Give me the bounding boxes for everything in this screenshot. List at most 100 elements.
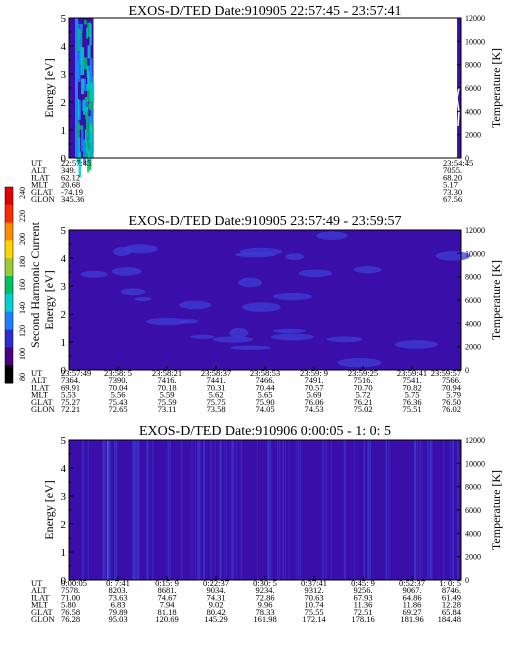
noise-stripe	[151, 440, 154, 580]
cell-mlt: 5.56	[111, 390, 126, 400]
noise-blob	[272, 328, 306, 334]
chart-panel-2: EXOS-D/TED Date:910905 23:57:49 - 23:59:…	[31, 214, 503, 414]
cell-glon: 95.03	[108, 614, 127, 624]
y-tick-label: 0	[61, 153, 67, 165]
y2-tick-label: 10000	[465, 37, 485, 46]
cell-glon: 345.36	[61, 194, 84, 204]
y2-tick-label: 8000	[465, 273, 481, 282]
spectrum-streak	[86, 83, 91, 91]
cell-ilat: 70.63	[304, 592, 323, 602]
noise-stripe	[430, 440, 431, 580]
cell-mlt: 12.28	[442, 600, 461, 610]
cell-glat: 76.50	[442, 397, 461, 407]
noise-stripe	[386, 440, 387, 580]
cell-ut: 23:54:45	[443, 158, 473, 168]
cell-mlt: 5.79	[446, 390, 461, 400]
cell-glat: 76.21	[353, 397, 372, 407]
noise-stripe	[82, 440, 84, 580]
noise-blob	[229, 328, 249, 338]
cell-ut: 23:58: 5	[104, 368, 132, 378]
cell-ilat: 70.04	[108, 382, 128, 392]
cell-glat: -74.19	[61, 187, 83, 197]
colorbar-segment	[5, 204, 13, 224]
colorbar-tick-label: 180	[18, 256, 27, 268]
noise-stripe	[240, 440, 243, 580]
colorbar-segment	[5, 276, 13, 295]
y-tick-label: 4	[61, 463, 67, 475]
cell-ilat: 62.12	[61, 172, 80, 182]
y2-tick-label: 12000	[465, 436, 485, 445]
cell-alt: 7578.	[61, 585, 80, 595]
noise-blob	[435, 251, 471, 261]
colorbar-segment	[5, 240, 13, 259]
y2-tick-label: 12000	[465, 226, 485, 235]
spectrum-streak	[79, 33, 82, 61]
cell-mlt: 11.36	[354, 600, 373, 610]
row-label-alt: ALT	[31, 585, 48, 595]
y2-axis-label: Temperature [K]	[489, 470, 503, 550]
spectrum-streak	[80, 47, 85, 75]
plot-background	[69, 440, 461, 580]
row-label-mlt: MLT	[31, 180, 49, 190]
cell-glon: 72.21	[61, 404, 80, 414]
cell-alt: 7364.	[61, 375, 80, 385]
noise-blob	[316, 231, 348, 240]
colorbar-tick-label: 160	[18, 279, 27, 291]
y2-tick-label: 4000	[465, 107, 481, 116]
colorbar-segment	[5, 293, 13, 313]
spectrum-streak	[83, 57, 88, 70]
noise-stripe	[419, 440, 422, 580]
spectrum-streak	[78, 125, 83, 130]
noise-blob	[394, 340, 438, 349]
cell-glat: 65.84	[442, 607, 462, 617]
cell-glon: 73.58	[206, 404, 225, 414]
colorbar-tick-label: 240	[18, 187, 27, 199]
cell-glon: 76.02	[442, 404, 461, 414]
spectrum-streak	[86, 71, 90, 78]
cell-alt: 7390.	[108, 375, 127, 385]
cell-glon: 172.14	[302, 614, 326, 624]
spectrum-streak	[86, 65, 89, 72]
colorbar-segment	[5, 347, 13, 366]
noise-stripe	[231, 440, 234, 580]
cell-mlt: 10.74	[304, 600, 324, 610]
noise-stripe	[344, 440, 346, 580]
noise-stripe	[87, 440, 90, 580]
cell-ut: 0:22:37	[203, 578, 229, 588]
noise-stripe	[367, 440, 369, 580]
noise-stripe	[104, 440, 106, 580]
cell-ilat: 70.44	[255, 382, 275, 392]
noise-blob	[238, 277, 263, 288]
spectrum-streak	[83, 110, 86, 115]
row-label-glat: GLAT	[31, 607, 54, 617]
noise-stripe	[219, 440, 221, 580]
y-axis-label: Energy [eV]	[42, 270, 56, 329]
noise-stripe	[325, 440, 327, 580]
noise-stripe	[107, 440, 109, 580]
noise-stripe	[231, 440, 234, 580]
colorbar-tick-label: 200	[18, 233, 27, 245]
chart-panel-3: EXOS-D/TED Date:910906 0:00:05 - 1: 0: 5…	[31, 424, 503, 624]
noise-stripe	[134, 440, 137, 580]
cell-glat: 75.75	[206, 397, 225, 407]
y-tick-label: 1	[61, 125, 67, 137]
y2-tick-label: 10000	[465, 249, 485, 258]
cell-ut: 0: 7:41	[106, 578, 130, 588]
noise-blob	[239, 247, 283, 256]
noise-blob	[212, 336, 254, 343]
y2-tick-label: 8000	[465, 61, 481, 70]
row-label-alt: ALT	[31, 375, 48, 385]
cell-alt: 9312.	[304, 585, 323, 595]
spectrum-streak	[84, 97, 89, 102]
noise-stripe	[421, 440, 423, 580]
cell-ilat: 70.57	[304, 382, 323, 392]
cell-mlt: 5.75	[405, 390, 420, 400]
spectrum-streak	[88, 88, 91, 111]
cell-ut: 0:37:41	[301, 578, 327, 588]
y2-tick-label: 12000	[465, 14, 485, 23]
spectrum-edge	[75, 18, 78, 158]
noise-stripe	[414, 440, 416, 580]
noise-stripe	[223, 440, 225, 580]
cell-mlt: 20.68	[61, 180, 80, 190]
noise-stripe	[267, 440, 269, 580]
